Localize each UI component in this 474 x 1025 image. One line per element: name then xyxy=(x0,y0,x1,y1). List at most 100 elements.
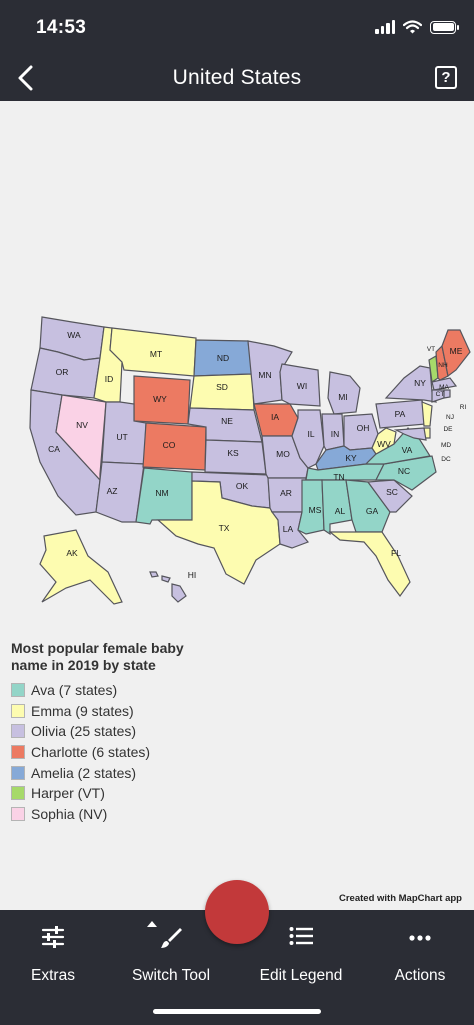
state-ri[interactable] xyxy=(443,389,451,399)
state-label-ut: UT xyxy=(116,432,127,442)
wifi-icon xyxy=(403,20,422,34)
battery-icon xyxy=(430,20,459,34)
state-mt[interactable] xyxy=(109,327,197,377)
edit-legend-button[interactable]: Edit Legend xyxy=(242,910,360,1000)
state-label-mt: MT xyxy=(150,349,162,359)
state-ma[interactable] xyxy=(431,377,458,391)
state-label-ar: AR xyxy=(280,488,292,498)
state-label-tx: TX xyxy=(219,523,230,533)
state-label-mo: MO xyxy=(276,449,290,459)
state-wv[interactable] xyxy=(371,427,397,455)
legend-label: Ava (7 states) xyxy=(31,682,118,699)
state-label-me: ME xyxy=(450,346,463,356)
state-sd[interactable] xyxy=(189,373,255,411)
state-fl[interactable] xyxy=(328,531,411,598)
state-label-nj: NJ xyxy=(446,414,454,421)
actions-button[interactable]: Actions xyxy=(361,910,474,1000)
list-icon xyxy=(242,926,360,950)
state-label-nm: NM xyxy=(155,488,168,498)
state-label-ok: OK xyxy=(236,481,249,491)
state-label-wa: WA xyxy=(67,330,81,340)
state-label-hi: HI xyxy=(188,570,197,580)
us-map[interactable]: WA OR CA NV ID MT WY UT AZ CO NM ND SD NE KS OK TX MN IA MO… xyxy=(0,101,474,611)
state-label-md: MD xyxy=(441,442,451,449)
state-label-wv: WV xyxy=(377,439,391,449)
state-label-nh: NH xyxy=(438,362,448,369)
state-label-sd: SD xyxy=(216,382,228,392)
state-ny[interactable] xyxy=(384,365,437,403)
extras-label: Extras xyxy=(31,967,75,984)
legend-item-emma[interactable]: Emma (9 states) xyxy=(11,701,211,722)
state-label-pa: PA xyxy=(395,409,406,419)
legend-label: Olivia (25 states) xyxy=(31,723,137,740)
legend-label: Emma (9 states) xyxy=(31,702,134,719)
state-nh[interactable] xyxy=(435,344,449,381)
state-wi[interactable] xyxy=(279,363,321,407)
legend-swatch-sophia xyxy=(11,806,25,821)
state-label-mn: MN xyxy=(258,370,271,380)
edit-legend-label: Edit Legend xyxy=(259,967,343,984)
us-map-svg[interactable]: WA OR CA NV ID MT WY UT AZ CO NM ND SD NE KS OK TX MN IA MO… xyxy=(0,101,474,611)
extras-button[interactable]: Extras xyxy=(0,910,112,1000)
state-label-ak: AK xyxy=(66,548,78,558)
color-fab-button[interactable] xyxy=(205,880,269,944)
state-label-nd: ND xyxy=(217,353,229,363)
state-label-ma: MA xyxy=(439,384,449,391)
state-label-ia: IA xyxy=(271,412,279,422)
state-ak[interactable] xyxy=(39,529,123,605)
status-icons xyxy=(375,20,459,34)
legend-item-sophia[interactable]: Sophia (NV) xyxy=(11,804,211,825)
state-me[interactable] xyxy=(441,329,471,378)
legend-swatch-olivia xyxy=(11,724,25,739)
state-label-de: DE xyxy=(443,426,453,433)
state-label-nc: NC xyxy=(398,466,410,476)
state-label-ms: MS xyxy=(309,505,322,515)
state-label-tn: TN xyxy=(333,472,344,482)
legend-item-harper[interactable]: Harper (VT) xyxy=(11,783,211,804)
actions-label: Actions xyxy=(394,967,446,984)
state-label-ne: NE xyxy=(221,416,233,426)
state-mi[interactable] xyxy=(327,371,361,415)
mapchart-credit: Created with MapChart app xyxy=(339,893,462,904)
state-md[interactable] xyxy=(393,427,427,441)
legend-item-charlotte[interactable]: Charlotte (6 states) xyxy=(11,742,211,763)
state-label-mi: MI xyxy=(338,392,347,402)
legend-swatch-ava xyxy=(11,683,25,698)
legend-label: Sophia (NV) xyxy=(31,805,108,822)
more-icon xyxy=(361,926,474,950)
state-label-dc: DC xyxy=(441,456,451,463)
state-label-ct: CT xyxy=(436,391,445,398)
legend-item-amelia[interactable]: Amelia (2 states) xyxy=(11,762,211,783)
state-label-ky: KY xyxy=(345,453,357,463)
state-label-nv: NV xyxy=(76,420,88,430)
legend-item-ava[interactable]: Ava (7 states) xyxy=(11,680,211,701)
state-label-sc: SC xyxy=(386,487,398,497)
legend-swatch-amelia xyxy=(11,765,25,780)
state-label-ga: GA xyxy=(366,506,379,516)
sliders-icon xyxy=(0,926,112,950)
legend-label: Charlotte (6 states) xyxy=(31,744,151,761)
legend-swatch-emma xyxy=(11,703,25,718)
state-label-vt: VT xyxy=(427,346,435,353)
top-bar: 14:53 United States ? xyxy=(0,0,474,101)
legend-items: Ava (7 states) Emma (9 states) Olivia (25 … xyxy=(11,680,211,824)
state-label-ny: NY xyxy=(414,378,426,388)
legend-swatch-harper xyxy=(11,786,25,801)
page-title: United States xyxy=(172,66,302,89)
state-label-in: IN xyxy=(331,429,340,439)
state-hi[interactable] xyxy=(149,571,187,603)
state-nj[interactable] xyxy=(421,401,433,427)
state-label-va: VA xyxy=(402,445,413,455)
legend-title: Most popular female baby name in 2019 by… xyxy=(11,640,184,673)
status-time: 14:53 xyxy=(36,17,87,38)
help-button[interactable]: ? xyxy=(435,66,457,89)
state-label-ri: RI xyxy=(460,404,467,411)
state-label-il: IL xyxy=(307,429,314,439)
switch-tool-button[interactable]: Switch Tool xyxy=(112,910,230,1000)
legend-item-olivia[interactable]: Olivia (25 states) xyxy=(11,721,211,742)
legend-swatch-charlotte xyxy=(11,745,25,760)
caret-up-icon xyxy=(147,921,157,927)
state-tx[interactable] xyxy=(156,480,281,585)
back-arrow-icon[interactable] xyxy=(14,62,38,94)
map-legend[interactable]: Most popular female baby name in 2019 by… xyxy=(11,640,211,824)
